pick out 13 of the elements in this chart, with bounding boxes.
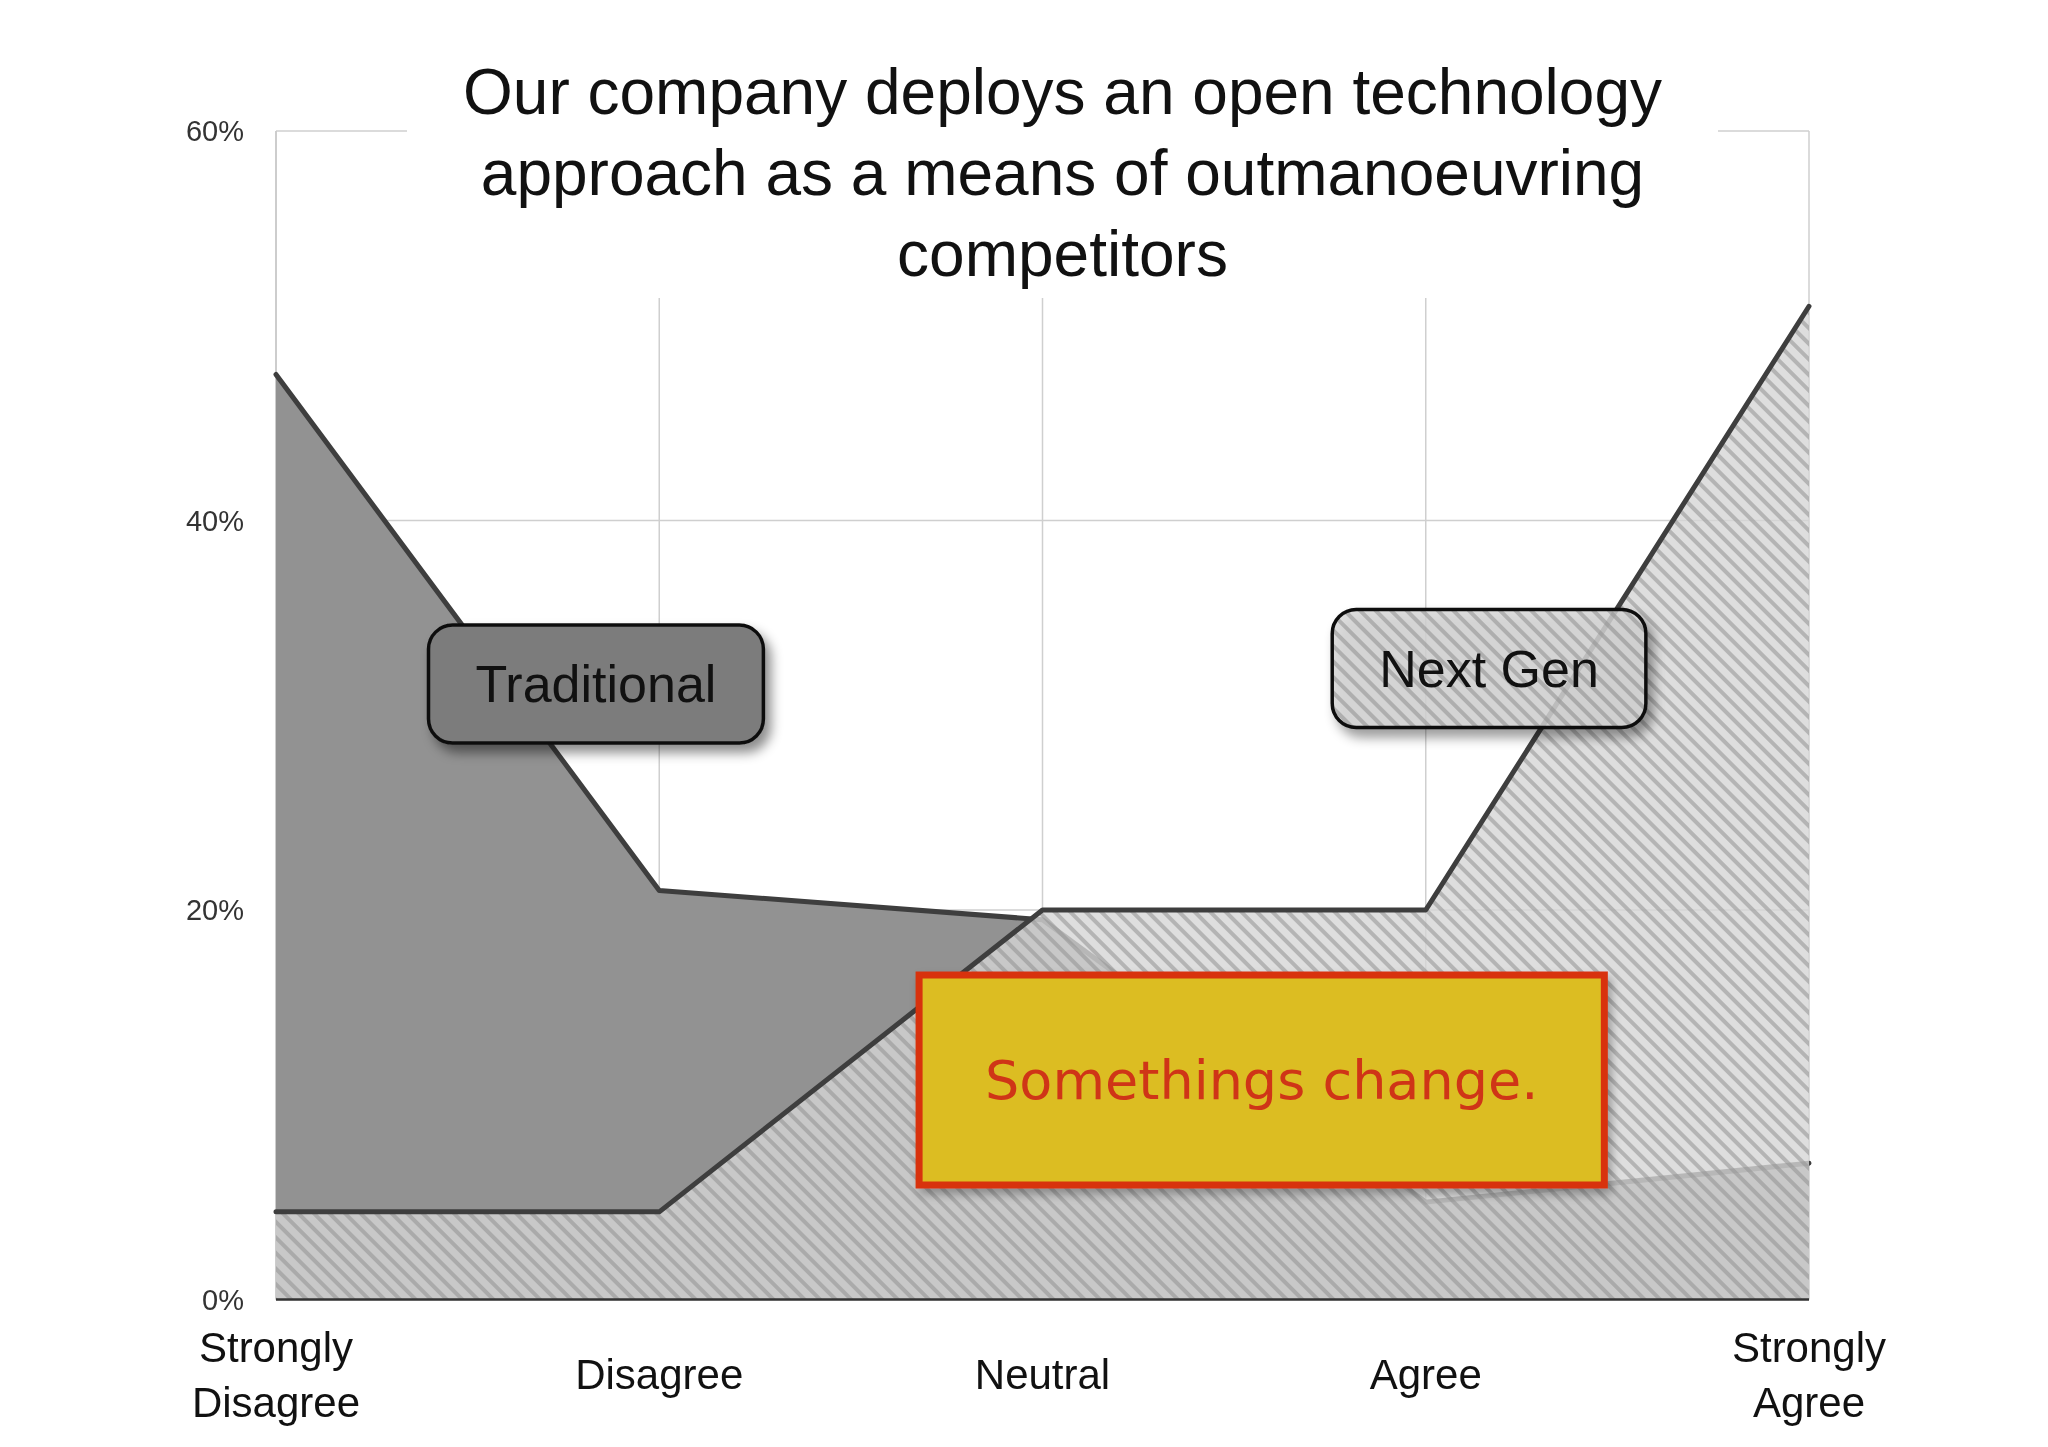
y-tick-label: 20% — [185, 894, 244, 926]
annotation: Somethings change. — [985, 1048, 1539, 1112]
x-tick-label: Strongly Disagree — [191, 1323, 361, 1425]
y-tick-label: 0% — [202, 1283, 244, 1316]
series-label: Next Gen — [1379, 639, 1599, 698]
y-tick-label: 40% — [185, 504, 244, 537]
chart-title: Our company deploys an open technology approach as a means of outmanoeuvring competitors — [463, 56, 1662, 290]
x-tick-label: Disagree — [575, 1350, 744, 1398]
x-tick-label: Agree — [1369, 1350, 1482, 1398]
x-tick-label: Strongly Agree — [1731, 1323, 1887, 1425]
x-tick-label: Neutral — [974, 1350, 1111, 1398]
y-tick-label: 60% — [185, 115, 244, 147]
series-label: Traditional — [475, 655, 717, 714]
